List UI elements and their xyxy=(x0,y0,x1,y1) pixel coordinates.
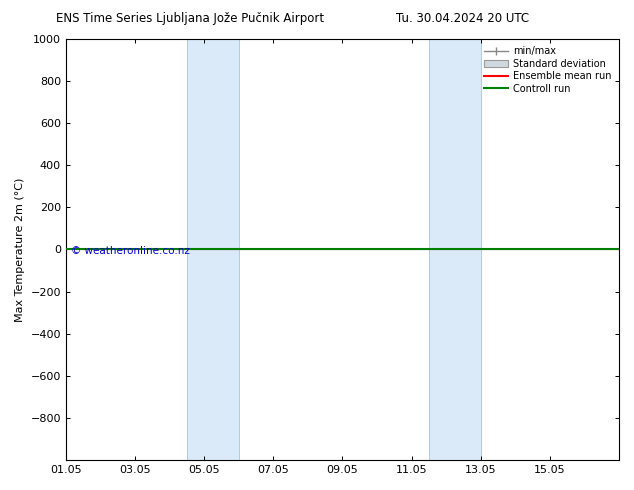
Bar xyxy=(429,39,481,460)
Text: ENS Time Series Ljubljana Jože Pučnik Airport: ENS Time Series Ljubljana Jože Pučnik Ai… xyxy=(56,12,324,25)
Y-axis label: Max Temperature 2m (°C): Max Temperature 2m (°C) xyxy=(15,177,25,321)
Text: © weatheronline.co.nz: © weatheronline.co.nz xyxy=(72,246,190,256)
Legend: min/max, Standard deviation, Ensemble mean run, Controll run: min/max, Standard deviation, Ensemble me… xyxy=(481,44,614,97)
Text: Tu. 30.04.2024 20 UTC: Tu. 30.04.2024 20 UTC xyxy=(396,12,529,25)
Bar xyxy=(187,39,239,460)
